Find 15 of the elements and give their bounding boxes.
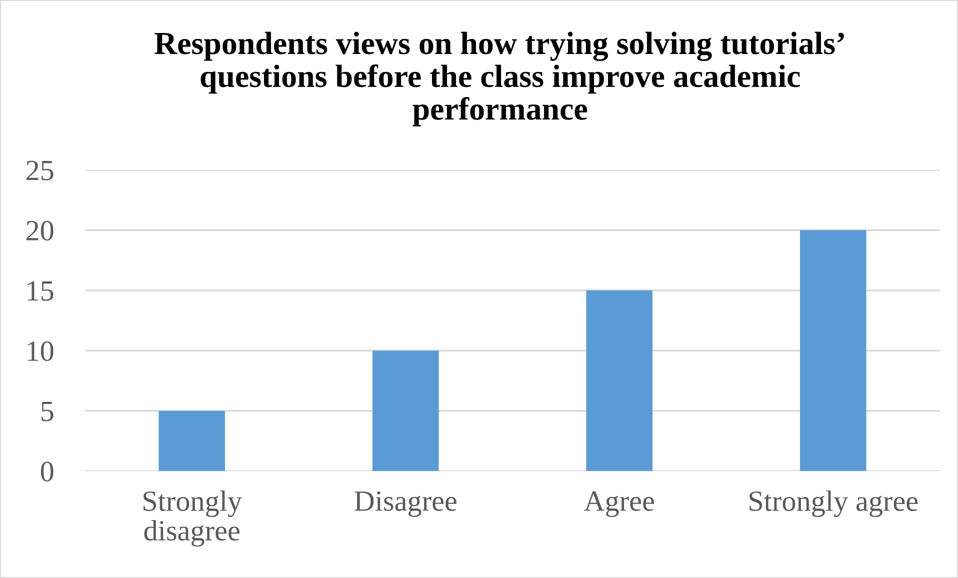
bar xyxy=(800,230,866,472)
y-tick-label: 20 xyxy=(26,220,54,241)
y-tick-label: 10 xyxy=(28,341,54,362)
chart-title: Respondents views on how trying solving tutorials’ questions before the class improve academic performance xyxy=(154,32,844,126)
y-tick-label: 15 xyxy=(28,281,54,301)
x-tick-label: Strongly disagree xyxy=(144,490,242,547)
y-tick-label: 0 xyxy=(40,462,54,482)
x-tick-label: Strongly agree xyxy=(750,490,918,518)
x-tick-label: Disagree xyxy=(354,491,456,517)
y-tick-label: 25 xyxy=(26,160,54,180)
y-tick-label: 5 xyxy=(42,402,54,422)
bar xyxy=(158,410,225,472)
x-tick-label: Agree xyxy=(584,491,654,517)
bar xyxy=(372,350,439,472)
bar xyxy=(586,290,652,472)
